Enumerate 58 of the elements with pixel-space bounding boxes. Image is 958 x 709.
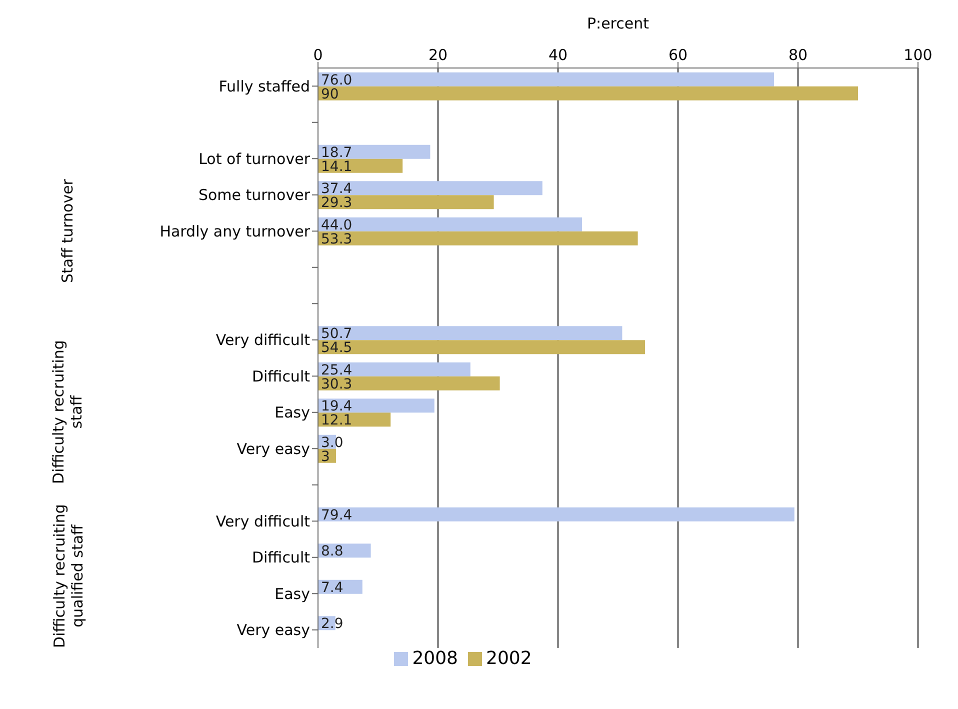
bar (318, 181, 542, 196)
x-tick-label: 40 (548, 46, 568, 64)
data-label: 44.0 (321, 217, 352, 234)
x-tick-label: 80 (788, 46, 808, 64)
y-tick-label: Some turnover (198, 186, 311, 204)
bar (318, 144, 430, 159)
y-tick-label: Difficult (252, 548, 310, 567)
data-label: 19.4 (321, 398, 352, 414)
text: Staff turnover (59, 179, 77, 284)
bar (318, 195, 494, 210)
y-tick-label: Very easy (236, 440, 310, 458)
y-tick-label: Very difficult (216, 331, 310, 350)
data-label: 54.5 (321, 340, 352, 356)
bar (318, 507, 794, 522)
x-tick-label: 100 (904, 46, 932, 64)
text: Difficulty recruiting staff (50, 339, 86, 486)
data-label: 2.9 (321, 616, 344, 632)
x-axis-title: P:ercent (586, 14, 650, 33)
data-label: 12.1 (321, 412, 352, 428)
bar (318, 158, 403, 173)
data-label: 30.3 (321, 376, 352, 392)
y-tick-label: Hardly any turnover (160, 222, 311, 240)
legend-label: 2008 (412, 648, 458, 669)
y-tick-label: Easy (274, 404, 310, 422)
data-label: 50.7 (321, 326, 352, 342)
text: Difficulty recruiting qualified staff (50, 503, 86, 648)
data-label: 3.0 (321, 434, 344, 451)
y-tick-label: Difficult (252, 367, 310, 386)
y-tick-label: Fully staffed (218, 77, 310, 96)
bar (318, 398, 434, 413)
bar (318, 362, 470, 376)
x-tick-label: 60 (668, 46, 688, 64)
data-label: 90 (321, 86, 339, 102)
bar (318, 217, 582, 232)
data-label: 29.3 (321, 195, 352, 211)
y-tick-label: Easy (274, 584, 310, 603)
data-label: 14.1 (321, 158, 352, 175)
y-tick-label: Very difficult (216, 512, 310, 530)
data-label: 7.4 (321, 580, 344, 596)
bar (318, 231, 638, 246)
legend-label: 2002 (486, 648, 532, 669)
data-label: 53.3 (321, 231, 352, 248)
bar (318, 72, 774, 86)
data-label: 18.7 (321, 144, 352, 161)
data-label: 3 (321, 448, 330, 465)
bar (318, 86, 858, 100)
data-label: 76.0 (321, 72, 352, 88)
x-tick-label: 20 (428, 46, 448, 64)
data-label: 79.4 (321, 507, 352, 524)
data-label: 25.4 (321, 362, 352, 378)
y-tick-label: Very easy (236, 621, 310, 640)
bar (318, 340, 645, 354)
bar (318, 326, 622, 340)
y-tick-label: Lot of turnover (198, 150, 311, 168)
data-label: 37.4 (321, 181, 352, 197)
bar (318, 376, 500, 390)
data-label: 8.8 (321, 544, 344, 560)
x-tick-label: 0 (313, 46, 323, 64)
